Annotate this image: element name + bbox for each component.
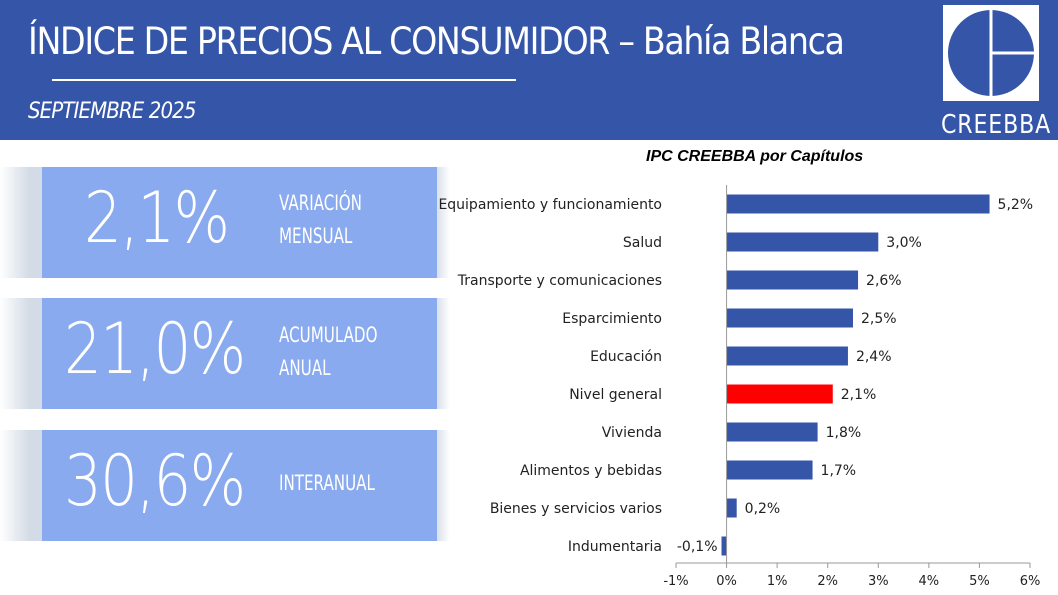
data-label: 3,0% [886,235,922,251]
page-title: ÍNDICE DE PRECIOS AL CONSUMIDOR – Bahía … [28,20,845,63]
kpi-value: 30,6% [64,440,246,522]
x-tick-label: 1% [767,574,788,589]
logo-text: CREEBBA [941,110,1052,140]
x-tick-label: 5% [969,574,990,589]
kpi-card-accumulated: 21,0% ACUMULADO ANUAL [42,298,437,409]
chart-title: IPC CREEBBA por Capítulos [646,148,864,165]
title-divider [52,79,516,81]
bar [726,232,879,252]
data-label: 2,4% [856,349,892,365]
kpi-card-yearly: 30,6% INTERANUAL [42,430,437,541]
period-subtitle: SEPTIEMBRE 2025 [28,99,196,124]
kpi-label: MENSUAL [279,224,353,248]
category-label: Transporte y comunicaciones [457,273,662,289]
category-label: Equipamiento y funcionamiento [438,197,662,213]
x-tick-label: 4% [919,574,940,589]
kpi-value: 2,1% [84,177,230,259]
category-label: Esparcimiento [562,311,662,327]
x-tick-label: 0% [716,574,737,589]
bar [726,460,813,480]
bar [726,422,818,442]
bar [726,270,859,290]
category-label: Salud [623,235,662,251]
data-label: 0,2% [745,501,781,517]
x-tick-label: 3% [868,574,889,589]
kpi-value: 21,0% [64,308,246,390]
bar [726,346,848,366]
x-tick-label: 6% [1020,574,1041,589]
category-label: Educación [590,349,662,365]
category-label: Vivienda [602,425,662,441]
bar [726,498,737,518]
bar [726,194,990,214]
x-tick-label: -1% [663,574,688,589]
data-label: 5,2% [998,197,1034,213]
data-label: 2,6% [866,273,902,289]
header-banner: ÍNDICE DE PRECIOS AL CONSUMIDOR – Bahía … [0,0,1058,140]
category-label: Nivel general [569,387,662,403]
kpi-label: ANUAL [279,356,331,380]
data-label: 2,5% [861,311,897,327]
x-tick-label: 2% [817,574,838,589]
category-label: Indumentaria [568,539,662,555]
kpi-card-monthly: 2,1% VARIACIÓN MENSUAL [42,167,437,278]
kpi-label: INTERANUAL [279,471,375,495]
category-label: Alimentos y bebidas [520,463,662,479]
data-label: 1,7% [821,463,857,479]
category-label: Bienes y servicios varios [490,501,662,517]
data-label: 2,1% [841,387,877,403]
bar [726,308,853,328]
data-label: -0,1% [677,539,718,555]
bar [721,536,727,556]
data-label: 1,8% [826,425,862,441]
bar [726,384,833,404]
kpi-label: VARIACIÓN [279,191,362,215]
kpi-label: ACUMULADO [279,323,378,347]
creebba-logo-icon [943,5,1039,101]
